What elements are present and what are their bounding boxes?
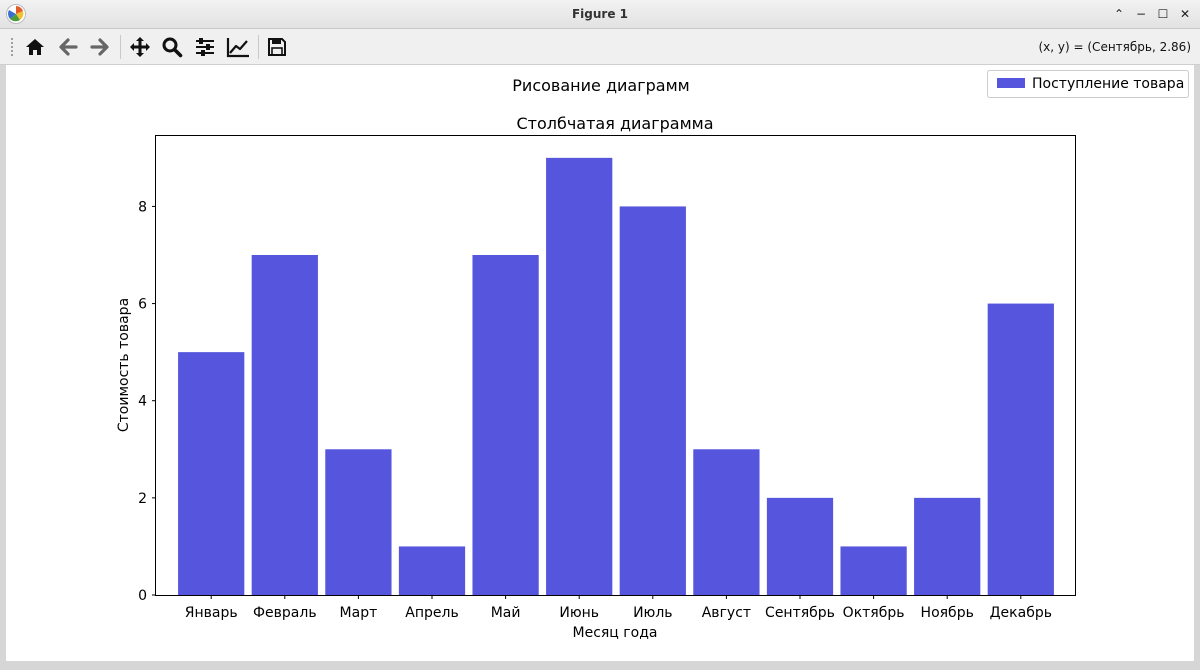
configure-subplots-icon [196,38,214,56]
bar-10 [914,497,981,595]
forward-button[interactable] [86,33,114,61]
x-tick-label: Январь [185,605,238,621]
bar-6 [619,206,686,595]
bar-4 [472,255,539,595]
window-titlebar: Figure 1 ⌃ − ☐ ✕ [0,0,1200,29]
window-controls: ⌃ − ☐ ✕ [1110,4,1194,24]
bar-11 [987,303,1054,595]
back-arrow-icon [59,38,78,56]
x-tick-label: Октябрь [843,605,905,621]
save-icon [268,38,286,56]
edit-axis-button[interactable] [224,33,252,61]
toolbar-separator [258,35,259,59]
x-tick-label: Апрель [405,605,458,621]
figure-suptitle: Рисование диаграмм [512,76,689,95]
bar-chart: Рисование диаграмм Столбчатая диаграмма … [116,70,1189,641]
bar-5 [546,157,613,595]
bar-series [178,157,1054,595]
y-tick-label: 6 [138,297,147,313]
save-button[interactable] [263,33,291,61]
plot-frame [155,135,1076,596]
x-tick-label: Декабрь [990,605,1052,621]
x-axis-ticks: Январь Февраль Март Апрель Май Июнь Июль Август… [185,595,1052,621]
y-tick-label: 8 [138,199,147,215]
x-tick-label: Март [340,605,378,621]
x-tick-label: Июнь [559,605,599,621]
y-axis-label: Стоимость товара [116,298,132,432]
bar-0 [178,352,245,595]
figure-canvas[interactable]: Рисование диаграмм Столбчатая диаграмма … [6,65,1194,661]
collapse-button[interactable]: ⌃ [1113,7,1125,21]
y-tick-label: 2 [138,491,147,507]
bar-8 [766,497,834,595]
maximize-button[interactable]: ☐ [1157,7,1169,21]
bar-3 [398,546,466,595]
x-tick-label: Сентябрь [765,605,835,621]
edit-axis-icon [226,38,249,58]
minimize-button[interactable]: − [1135,7,1147,21]
x-tick-label: Ноябрь [921,605,974,621]
x-tick-label: Август [702,605,751,621]
app-icon [6,4,26,24]
home-button[interactable] [21,33,49,61]
toolbar-separator [120,35,121,59]
bar-9 [840,546,907,595]
navigation-toolbar: (x, y) = (Сентябрь, 2.86) [0,29,1200,65]
configure-subplots-button[interactable] [191,33,219,61]
bar-2 [325,449,392,595]
bar-1 [251,255,318,595]
forward-arrow-icon [90,38,109,56]
bar-7 [693,449,760,595]
x-axis-label: Месяц года [573,625,658,641]
legend: Поступление товара [987,70,1189,98]
close-button[interactable]: ✕ [1179,7,1191,21]
chart-title: Столбчатая диаграмма [516,114,713,133]
y-tick-label: 0 [138,588,147,604]
home-icon [26,39,44,55]
legend-frame [987,70,1189,98]
cursor-coordinates: (x, y) = (Сентябрь, 2.86) [1038,40,1192,54]
pan-icon [130,37,150,57]
window-title: Figure 1 [571,7,629,21]
toolbar-grip[interactable] [10,37,14,57]
legend-label: Поступление товара [1032,76,1184,92]
zoom-button[interactable] [158,33,186,61]
x-tick-label: Май [491,605,521,621]
pan-button[interactable] [126,33,154,61]
zoom-icon [162,37,183,58]
y-tick-label: 4 [138,394,147,410]
y-axis-ticks: 0 2 4 6 8 [138,199,156,604]
back-button[interactable] [54,33,82,61]
x-tick-label: Июль [633,605,672,621]
x-tick-label: Февраль [253,605,317,621]
legend-swatch [997,78,1025,88]
